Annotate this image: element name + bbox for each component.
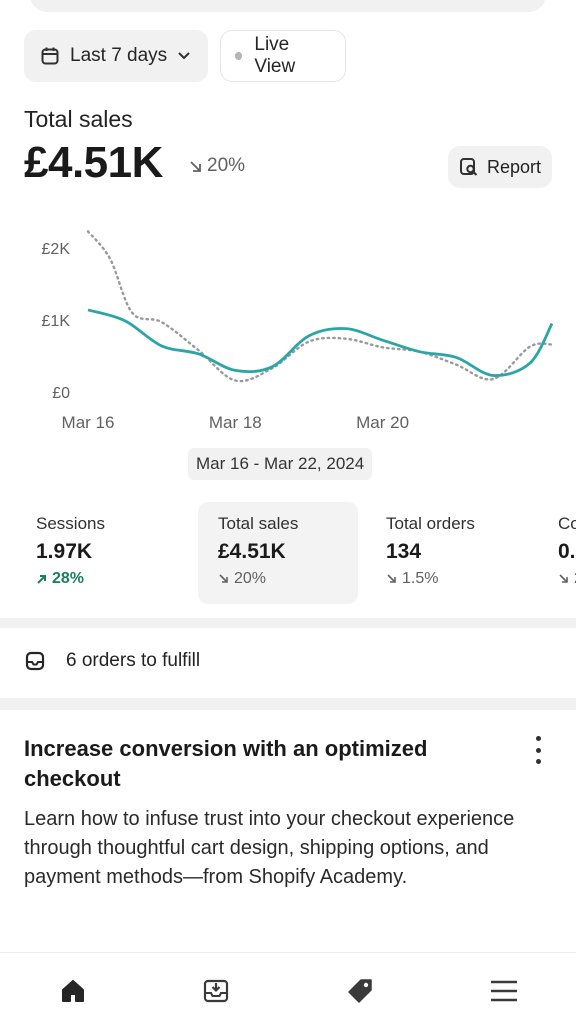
bottom-navigation <box>0 952 576 1024</box>
menu-icon <box>491 980 517 1002</box>
products-tag-icon <box>348 979 372 1003</box>
total-sales-change: 20% <box>188 155 245 177</box>
nav-orders[interactable] <box>198 973 234 1009</box>
metric-change-value: 2 <box>574 570 576 588</box>
metric-label: Total sales <box>218 514 299 533</box>
section-divider <box>0 698 576 710</box>
metric-change-value: 20% <box>234 570 267 587</box>
metric-change: 2 <box>558 570 576 588</box>
comparison-series-line <box>86 230 554 383</box>
orders-icon <box>203 979 229 1003</box>
sales-line-chart: £2K £1K £0 Mar 16 Mar 18 Mar 20 <box>42 230 554 432</box>
metric-value: 134 <box>386 540 422 563</box>
metric-value: 0. <box>558 540 576 563</box>
metric-change: 1.5% <box>386 570 526 588</box>
metric-value: 1.97K <box>36 540 93 563</box>
report-search-icon <box>459 158 478 176</box>
metric-change: 28% <box>36 570 176 588</box>
y-tick-label: £0 <box>52 385 70 402</box>
live-status-dot <box>235 52 243 60</box>
inbox-icon <box>25 651 45 671</box>
trend-down-icon <box>387 574 396 583</box>
metric-value: £4.51K <box>218 540 286 563</box>
calendar-icon <box>41 47 59 65</box>
metric-label: Sessions <box>36 514 105 533</box>
metric-conversion[interactable]: Co 0. 2 <box>538 502 576 604</box>
total-sales-title: Total sales <box>24 106 133 132</box>
metric-label: Total orders <box>386 514 475 533</box>
metric-sessions[interactable]: Sessions 1.97K 28% <box>16 502 176 604</box>
metrics-strip[interactable]: Sessions 1.97K 28% Total sales £4.51K 20… <box>16 502 576 604</box>
total-sales-change-value: 20% <box>207 155 246 176</box>
nav-menu[interactable] <box>486 973 522 1009</box>
metric-change: 20% <box>218 570 358 588</box>
section-divider <box>0 618 576 628</box>
x-tick-label: Mar 16 <box>62 413 115 432</box>
card-title[interactable]: Increase conversion with an optimized ch… <box>24 736 428 791</box>
card-body: Learn how to infuse trust into your chec… <box>24 808 515 888</box>
search-bar[interactable] <box>30 0 546 12</box>
metric-total-orders[interactable]: Total orders 134 1.5% <box>366 502 526 604</box>
x-tick-label: Mar 18 <box>209 413 262 432</box>
orders-to-fulfill-row[interactable]: 6 orders to fulfill <box>24 650 200 672</box>
live-view-button[interactable]: Live View <box>220 30 346 82</box>
metric-label: Co <box>558 514 576 533</box>
more-options-icon[interactable] <box>528 736 548 764</box>
metric-total-sales[interactable]: Total sales £4.51K 20% <box>198 502 358 604</box>
trend-down-icon <box>219 574 228 583</box>
metric-change-value: 28% <box>52 570 85 587</box>
date-range-label: Last 7 days <box>70 45 168 66</box>
report-label: Report <box>486 156 542 177</box>
current-series-line <box>87 308 554 377</box>
trend-up-icon <box>37 575 46 584</box>
metric-change-value: 1.5% <box>402 570 439 587</box>
y-tick-label: £1K <box>42 313 71 330</box>
home-icon <box>62 980 84 1002</box>
x-tick-label: Mar 20 <box>356 413 409 432</box>
report-button[interactable]: Report <box>448 146 552 188</box>
nav-products[interactable] <box>342 973 378 1009</box>
trend-down-icon <box>559 574 568 583</box>
orders-to-fulfill-label: 6 orders to fulfill <box>66 650 201 671</box>
filter-row: Last 7 days Live View <box>24 30 346 82</box>
y-tick-label: £2K <box>42 241 71 258</box>
nav-home[interactable] <box>55 973 91 1009</box>
total-sales-value: £4.51K <box>24 138 163 187</box>
chevron-down-icon <box>178 52 190 60</box>
live-view-label: Live View <box>254 34 296 77</box>
chart-date-range[interactable]: Mar 16 - Mar 22, 2024 <box>188 448 373 480</box>
date-range-button[interactable]: Last 7 days <box>24 30 208 82</box>
trend-down-icon <box>190 161 201 172</box>
